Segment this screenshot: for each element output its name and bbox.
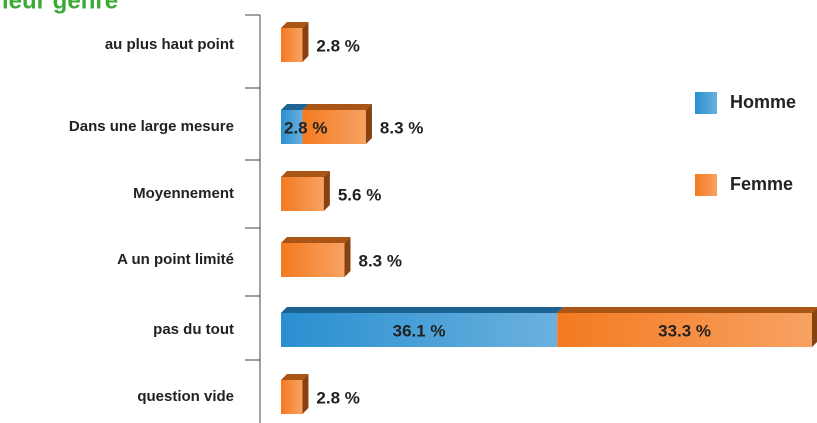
bar-side bbox=[302, 374, 309, 414]
bar-side-shade bbox=[812, 308, 817, 347]
value-label: 33.3 % bbox=[658, 321, 711, 340]
category-label: Dans une large mesure bbox=[69, 118, 234, 135]
legend-label: Femme bbox=[730, 174, 793, 194]
bar-shine bbox=[302, 110, 366, 144]
bar-side-shade bbox=[344, 237, 351, 277]
bar-top bbox=[281, 22, 309, 28]
bar-top bbox=[557, 307, 817, 313]
legend-swatch-shine bbox=[695, 92, 717, 114]
bar-top bbox=[281, 307, 564, 313]
category-label: A un point limité bbox=[117, 251, 234, 268]
bar-top-shade bbox=[281, 374, 309, 380]
bar-top-shade bbox=[281, 22, 309, 28]
category-label: pas du tout bbox=[153, 321, 234, 338]
bar-side bbox=[323, 171, 330, 211]
value-label: 2.8 % bbox=[316, 388, 359, 407]
bar-side bbox=[344, 237, 351, 277]
bar-shine bbox=[281, 177, 324, 211]
bar-top bbox=[281, 374, 309, 380]
bar-top-shade bbox=[281, 104, 309, 110]
value-label: 8.3 % bbox=[359, 251, 402, 270]
bar-top-shade bbox=[281, 237, 351, 243]
bar-top bbox=[281, 237, 351, 243]
value-label: 8.3 % bbox=[380, 118, 423, 137]
legend-swatch-shine bbox=[695, 174, 717, 196]
bar-top bbox=[281, 104, 309, 110]
chart-title: leur genre bbox=[2, 0, 118, 14]
bar-top-shade bbox=[281, 307, 564, 313]
bar-side bbox=[302, 22, 309, 62]
value-label: 36.1 % bbox=[393, 321, 446, 340]
bar-side-shade bbox=[323, 171, 330, 211]
bar-side-shade bbox=[365, 104, 372, 144]
category-label: question vide bbox=[137, 388, 234, 405]
bar-shine bbox=[281, 380, 303, 414]
bar-shine bbox=[281, 110, 303, 144]
bar-side-shade bbox=[302, 22, 309, 62]
bar-shine bbox=[281, 28, 303, 62]
bar-top-shade bbox=[557, 307, 817, 313]
value-label: 2.8 % bbox=[284, 118, 327, 137]
bar-shine bbox=[557, 313, 812, 347]
bar-top-shade bbox=[302, 104, 372, 110]
bar-top-shade bbox=[281, 171, 330, 177]
value-label: 2.8 % bbox=[316, 36, 359, 55]
legend-label: Homme bbox=[730, 92, 796, 112]
bar-top bbox=[281, 171, 330, 177]
value-label: 5.6 % bbox=[338, 185, 381, 204]
bar-shine bbox=[281, 243, 345, 277]
bar-side-shade bbox=[302, 374, 309, 414]
category-label: Moyennement bbox=[133, 185, 234, 202]
bar-side bbox=[365, 104, 372, 144]
category-label: au plus haut point bbox=[105, 36, 234, 53]
bar-shine bbox=[281, 313, 558, 347]
bar-top bbox=[302, 104, 372, 110]
bar-side bbox=[812, 308, 817, 347]
